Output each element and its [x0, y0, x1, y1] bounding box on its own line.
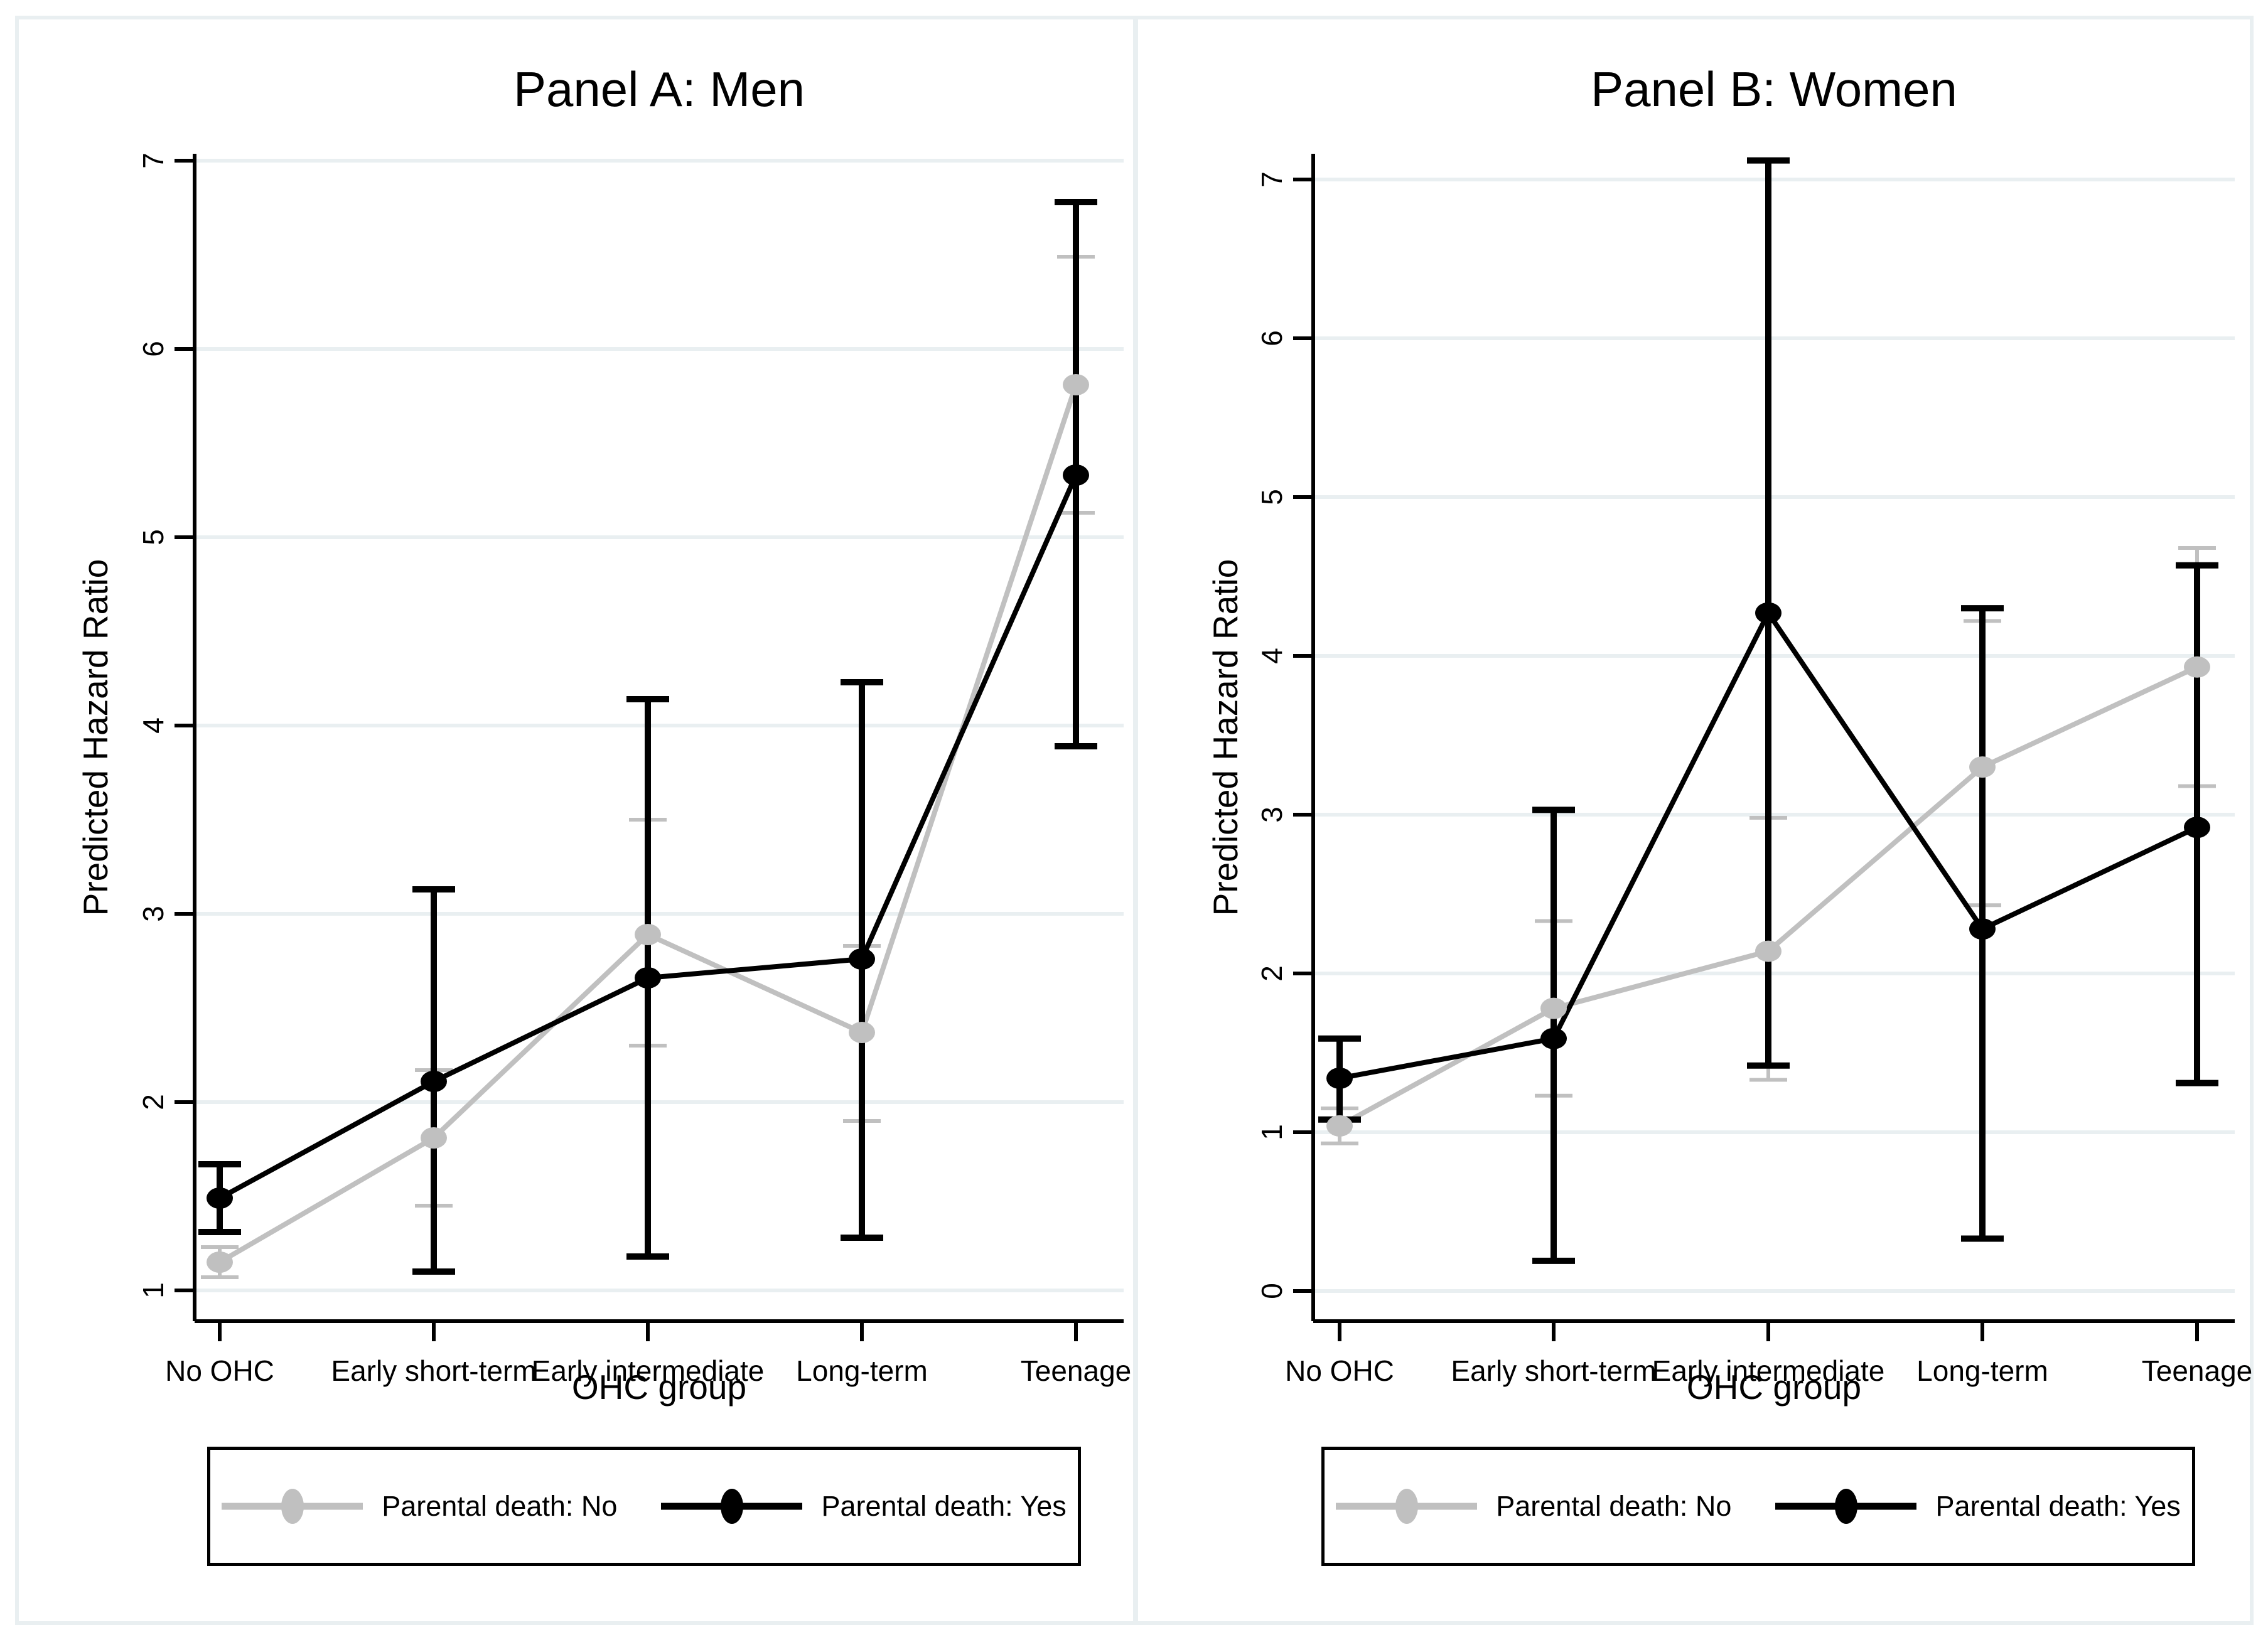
- gray-line-marker-swatch: [222, 1486, 363, 1526]
- panel-b-x-tick-label: No OHC: [1285, 1354, 1394, 1387]
- panel-b-no-marker: [1326, 1115, 1353, 1137]
- panel-divider: [1133, 18, 1138, 1623]
- panel-b-yes-marker: [1326, 1067, 1353, 1089]
- legend-item-parental-death-no: Parental death: No: [1336, 1486, 1731, 1526]
- legend-label: Parental death: Yes: [1935, 1490, 2181, 1522]
- panel-b-no-marker: [1969, 756, 1996, 778]
- panel-b-y-tick-label: 4: [1255, 648, 1288, 664]
- panel-a-y-tick-label: 5: [137, 529, 169, 545]
- panel-a-no-marker: [421, 1127, 447, 1149]
- gray-line-marker-swatch: [1336, 1486, 1478, 1526]
- panel-b-y-tick-label: 0: [1255, 1283, 1288, 1299]
- panel-b-no-marker: [1540, 997, 1567, 1019]
- panel-a-no-marker: [635, 924, 661, 945]
- panel-a-no-marker: [849, 1022, 875, 1043]
- legend-item-parental-death-yes: Parental death: Yes: [1775, 1486, 2181, 1526]
- panel-a-y-tick-label: 1: [137, 1282, 169, 1299]
- panel-a-yes-marker: [635, 967, 661, 989]
- panel-b-no-marker: [2184, 656, 2210, 678]
- panel-a-x-tick-label: Teenage: [1021, 1354, 1132, 1387]
- black-line-marker-swatch: [661, 1486, 803, 1526]
- panel-a-x-tick-label: No OHC: [165, 1354, 274, 1387]
- panel-a-x-axis-title: OHC group: [571, 1368, 747, 1407]
- panel-b-x-tick-label: Early intermediate: [1652, 1354, 1885, 1387]
- panel-b-y-tick-label: 7: [1255, 171, 1288, 188]
- panel-b-yes-marker: [2184, 817, 2210, 839]
- panel-a-title: Panel A: Men: [513, 62, 805, 117]
- legend-item-parental-death-yes: Parental death: Yes: [661, 1486, 1067, 1526]
- panel-a-no-marker: [207, 1251, 233, 1273]
- panel-a-legend: Parental death: No Parental death: Yes: [207, 1447, 1081, 1566]
- panel-a-y-tick-label: 7: [137, 153, 169, 169]
- panel-b-yes-marker: [1969, 918, 1996, 940]
- legend-item-parental-death-no: Parental death: No: [222, 1486, 617, 1526]
- panel-a-y-tick-label: 3: [137, 906, 169, 922]
- panel-a-x-tick-label: Long-term: [796, 1354, 928, 1387]
- panel-b-x-tick-label: Early short-term: [1451, 1354, 1656, 1387]
- panel-b-y-tick-label: 2: [1255, 965, 1288, 982]
- panel-b-y-tick-label: 1: [1255, 1124, 1288, 1140]
- panel-b-yes-marker: [1540, 1027, 1567, 1049]
- panel-b-y-axis-title: Predicted Hazard Ratio: [1206, 559, 1245, 916]
- panel-a-y-axis-title: Predicted Hazard Ratio: [76, 559, 115, 916]
- panel-a-yes-marker: [1063, 464, 1089, 486]
- legend-label: Parental death: No: [1496, 1490, 1732, 1522]
- panel-b-y-tick-label: 3: [1255, 807, 1288, 823]
- panel-a-y-tick-label: 2: [137, 1094, 169, 1110]
- panel-b-legend: Parental death: No Parental death: Yes: [1321, 1447, 2195, 1566]
- panel-b-y-tick-label: 6: [1255, 330, 1288, 346]
- panel-b-no-marker: [1755, 940, 1782, 962]
- legend-label: Parental death: Yes: [821, 1490, 1067, 1522]
- panel-a-no-marker: [1063, 374, 1089, 395]
- panel-a-x-tick-label: Early intermediate: [532, 1354, 765, 1387]
- panel-b-x-axis-title: OHC group: [1686, 1368, 1862, 1407]
- legend-label: Parental death: No: [382, 1490, 618, 1522]
- panel-b-y-tick-label: 5: [1255, 489, 1288, 505]
- panel-a-x-tick-label: Early short-term: [331, 1354, 536, 1387]
- panel-a-yes-marker: [849, 948, 875, 970]
- panel-a-y-tick-label: 6: [137, 341, 169, 357]
- panel-b-x-tick-label: Teenage: [2142, 1354, 2253, 1387]
- panel-a-yes-marker: [421, 1071, 447, 1092]
- panel-b-title: Panel B: Women: [1591, 62, 1957, 117]
- panel-a-yes-marker: [207, 1187, 233, 1209]
- panel-b-x-tick-label: Long-term: [1916, 1354, 2048, 1387]
- panel-b-yes-marker: [1755, 602, 1782, 624]
- black-line-marker-swatch: [1775, 1486, 1917, 1526]
- panel-a-y-tick-label: 4: [137, 717, 169, 734]
